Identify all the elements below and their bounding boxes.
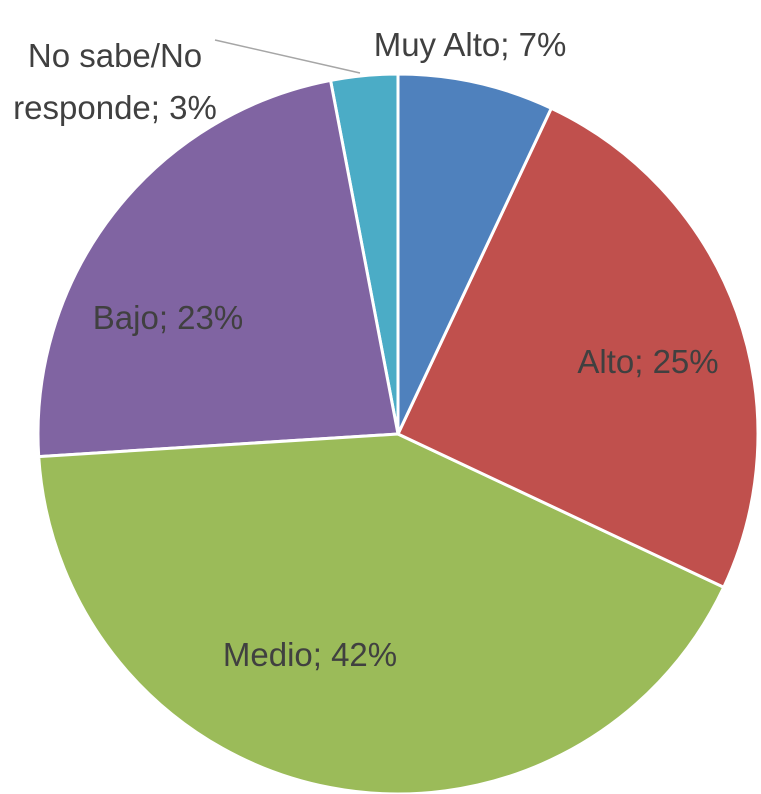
leader-line [214,39,361,74]
pie-slice [396,72,554,435]
data-label: Medio; 42% [222,636,398,673]
pie-slice [36,78,400,459]
pie-slice [396,106,760,590]
data-label: Bajo; 23% [92,299,244,336]
data-label: No sabe/No responde; 3% [13,37,217,126]
data-label: Muy Alto; 7% [373,26,567,63]
data-label: Alto; 25% [577,343,719,380]
pie-slice [37,432,726,794]
